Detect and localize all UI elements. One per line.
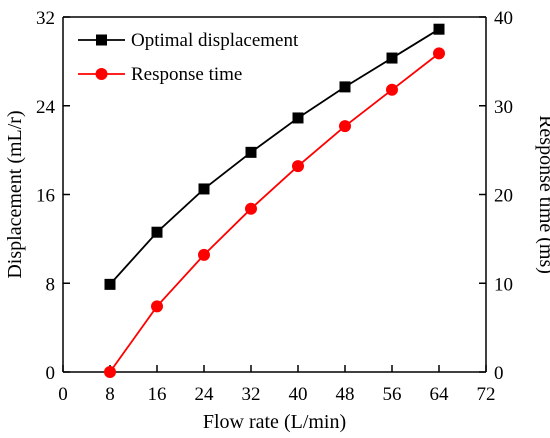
legend-marker-square	[96, 34, 107, 46]
data-point-circle	[433, 47, 445, 60]
x-tick-label: 48	[336, 384, 355, 405]
y2-tick-label: 10	[494, 274, 513, 295]
data-point-square	[198, 183, 210, 195]
x-tick-label: 40	[289, 384, 308, 405]
data-point-square	[292, 112, 304, 124]
y-tick-label: 24	[36, 97, 56, 118]
legend-item: Response time	[78, 64, 242, 85]
y-tick-label: 32	[36, 8, 55, 29]
data-point-square	[339, 81, 351, 93]
x-tick-label: 64	[430, 384, 450, 405]
x-tick-label: 16	[148, 384, 167, 405]
series-optimal-displacement	[104, 23, 445, 290]
y2-tick-label: 30	[494, 97, 513, 118]
x-tick-label: 72	[477, 384, 496, 405]
data-point-square	[104, 278, 116, 290]
y2-tick-label: 0	[494, 363, 504, 384]
y-tick-label: 0	[46, 363, 56, 384]
x-tick-label: 24	[195, 384, 215, 405]
data-point-square	[433, 23, 445, 35]
x-tick-label: 32	[242, 384, 261, 405]
plot-frame	[62, 16, 487, 373]
series-line	[109, 52, 440, 373]
x-tick-label: 0	[58, 384, 68, 405]
legend-marker-circle	[95, 68, 108, 80]
legend-label: Optimal displacement	[131, 30, 299, 51]
data-point-square	[245, 146, 257, 158]
x-axis-title: Flow rate (L/min)	[203, 411, 346, 433]
y2-tick-label: 20	[494, 186, 513, 207]
data-point-circle	[339, 120, 351, 133]
x-tick-label: 8	[105, 384, 115, 405]
legend-label: Response time	[131, 64, 242, 85]
data-point-circle	[292, 160, 304, 173]
y-tick-label: 8	[46, 274, 56, 295]
data-point-square	[386, 52, 398, 64]
series-response-time	[104, 47, 445, 378]
y2-axis-title: Response time (ms)	[535, 115, 550, 274]
data-point-circle	[245, 202, 257, 215]
y2-tick-label: 40	[494, 8, 513, 29]
data-point-square	[151, 226, 163, 238]
x-tick-label: 56	[383, 384, 402, 405]
y-axis-title: Displacement (mL/r)	[4, 110, 26, 278]
series-layer	[104, 23, 445, 378]
data-point-circle	[386, 83, 398, 96]
series-line	[109, 28, 440, 285]
legend-item: Optimal displacement	[78, 30, 299, 51]
data-point-circle	[151, 300, 163, 313]
data-point-circle	[198, 248, 210, 261]
y-tick-label: 16	[36, 186, 55, 207]
legend: Optimal displacement Response time	[78, 30, 299, 85]
data-point-circle	[104, 366, 116, 378]
